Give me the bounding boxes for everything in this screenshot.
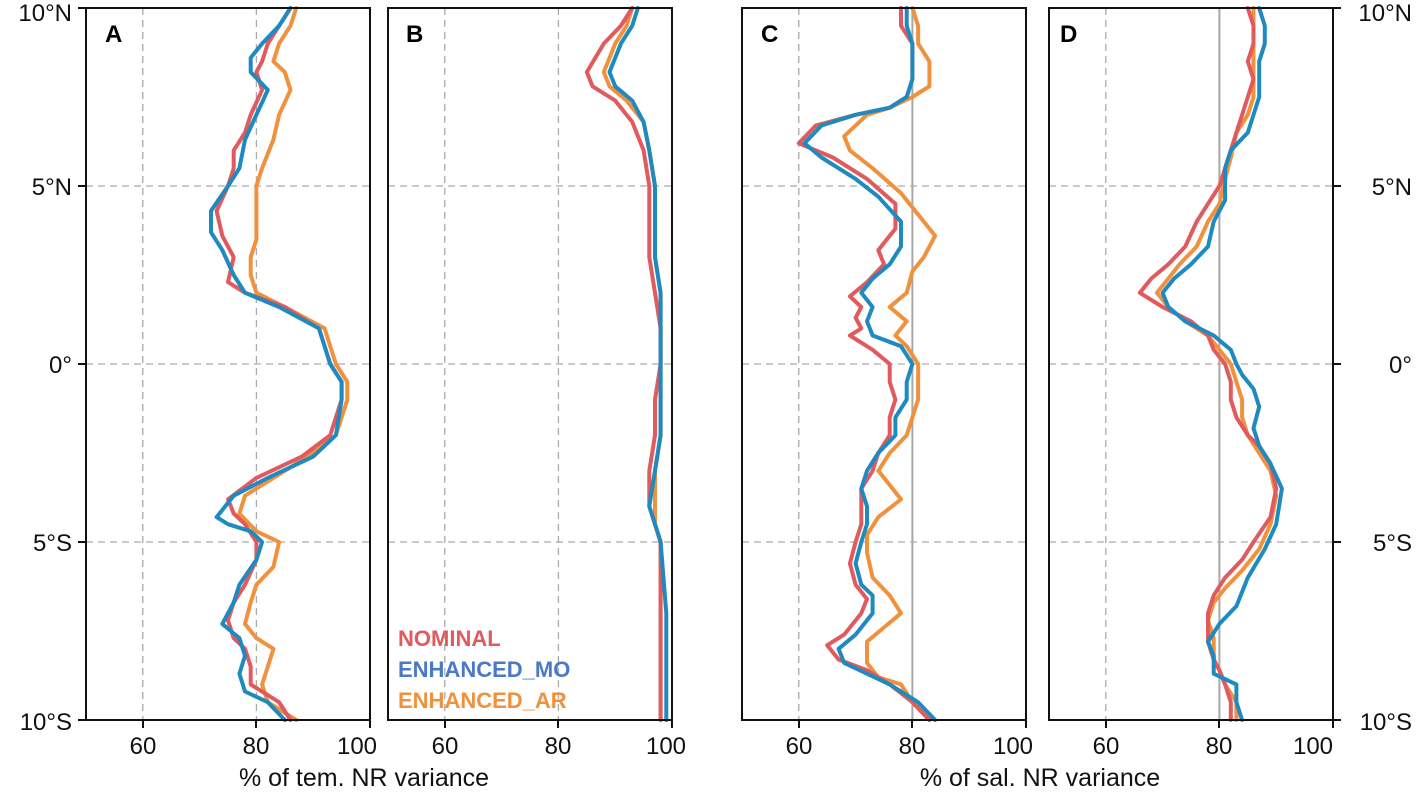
panel-b-series: [584, 6, 669, 722]
x-axis-title-temperature: % of tem. NR variance: [239, 764, 489, 792]
legend: NOMINAL ENHANCED_MO ENHANCED_AR: [398, 626, 570, 713]
panel-c-series-enhanced-mo: [802, 6, 938, 722]
panel-a-x-tick-label: 60: [130, 733, 157, 760]
legend-nominal: NOMINAL: [398, 626, 501, 651]
panel-b-grid: [388, 8, 672, 720]
panel-b-x-tick-label: 60: [432, 733, 459, 760]
y-tick-label-0-right: 0°: [1389, 352, 1412, 379]
panel-b-x-ticks: 60 80 100: [432, 720, 686, 760]
panel-a-x-tick-label: 80: [243, 733, 270, 760]
panel-c-series-enhanced-ar: [842, 6, 938, 722]
x-axis-title-salinity: % of sal. NR variance: [920, 764, 1160, 792]
y-tick-label-10n-left: 10°N: [18, 0, 72, 27]
panel-d-x-tick-label: 100: [1293, 733, 1333, 760]
panel-b-series-enhanced-mo: [607, 6, 669, 722]
panel-c-x-tick-label: 100: [993, 733, 1033, 760]
y-tick-label-5s-right: 5°S: [1373, 530, 1412, 557]
panel-d-x-tick-label: 80: [1206, 733, 1233, 760]
panel-b: B 60 80 100 NOMINAL ENHANCED_MO ENHANCED…: [387, 6, 686, 760]
y-tick-label-5s-left: 5°S: [33, 530, 72, 557]
y-tick-label-10s-left: 10°S: [20, 709, 72, 736]
panel-d-label: D: [1060, 21, 1077, 48]
panel-d-series: [1137, 6, 1284, 722]
legend-enhanced-ar: ENHANCED_AR: [398, 688, 567, 713]
panel-c-label: C: [761, 21, 778, 48]
panel-d-x-tick-label: 60: [1093, 733, 1120, 760]
panel-a-label: A: [105, 21, 122, 48]
panel-b-x-tick-label: 100: [646, 733, 686, 760]
y-tick-label-5n-right: 5°N: [1372, 174, 1412, 201]
panel-a-series: [209, 6, 350, 722]
panel-c-x-tick-label: 80: [899, 733, 926, 760]
panel-d-x-ticks: 60 80 100: [1093, 720, 1334, 760]
panel-c-series-nominal: [796, 6, 932, 722]
panel-a: A 60 80 100 10°N 5°N 0° 5°S 10°S: [18, 0, 377, 760]
panel-a-series-enhanced-mo: [209, 6, 344, 722]
panel-b-x-tick-label: 80: [545, 733, 572, 760]
y-tick-label-10s-right: 10°S: [1360, 709, 1412, 736]
y-tick-label-10n-right: 10°N: [1358, 0, 1412, 27]
panel-d: D 60 80 100 10°N 5°N 0° 5°S 10°S: [1048, 0, 1412, 760]
panel-a-y-ticks: 10°N 5°N 0° 5°S 10°S: [18, 0, 86, 736]
panel-d-series-enhanced-ar: [1154, 6, 1279, 722]
panel-c-x-tick-label: 60: [786, 733, 813, 760]
panel-a-series-enhanced-ar: [237, 6, 350, 722]
panel-c-series: [796, 6, 938, 722]
panel-d-y-ticks: 10°N 5°N 0° 5°S 10°S: [1333, 0, 1412, 736]
panel-b-frame: [387, 7, 673, 721]
panel-d-series-nominal: [1137, 6, 1279, 722]
panel-c-grid: [742, 8, 1026, 720]
y-tick-label-0-left: 0°: [49, 352, 72, 379]
panel-b-label: B: [406, 21, 423, 48]
panel-c-frame: [741, 7, 1027, 721]
panel-d-grid: [1049, 8, 1333, 720]
panel-a-grid: [86, 8, 370, 720]
panel-a-x-tick-label: 100: [337, 733, 377, 760]
panel-c-x-ticks: 60 80 100: [786, 720, 1033, 760]
y-tick-label-5n-left: 5°N: [32, 174, 72, 201]
panel-d-series-enhanced-mo: [1160, 6, 1284, 722]
panel-a-x-ticks: 60 80 100: [130, 720, 377, 760]
panel-c: C 60 80 100: [741, 6, 1033, 760]
legend-enhanced-mo: ENHANCED_MO: [398, 657, 570, 682]
